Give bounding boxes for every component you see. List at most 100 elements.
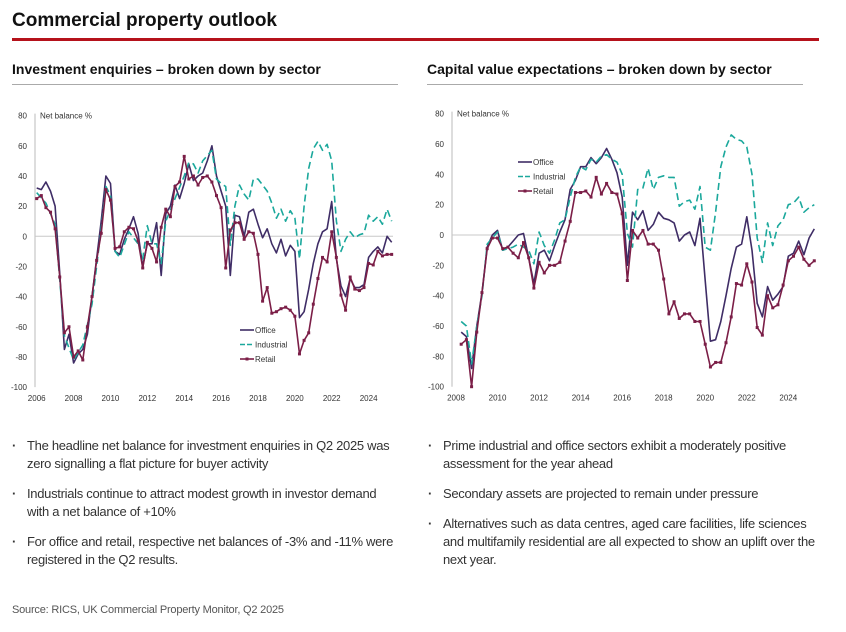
right-divider bbox=[427, 84, 803, 85]
title-divider bbox=[12, 38, 819, 41]
bullet-item: The headline net balance for investment … bbox=[12, 437, 397, 473]
data-point-retail bbox=[511, 251, 515, 255]
data-point-retail bbox=[72, 355, 76, 359]
y-tick-label: -60 bbox=[15, 323, 27, 332]
data-point-retail bbox=[496, 236, 500, 240]
data-point-retail bbox=[797, 245, 801, 249]
data-point-retail bbox=[729, 315, 733, 319]
x-tick-label: 2016 bbox=[212, 394, 230, 403]
data-point-retail bbox=[371, 263, 375, 267]
data-point-retail bbox=[760, 333, 764, 337]
data-point-retail bbox=[187, 177, 191, 181]
data-point-retail bbox=[132, 227, 136, 231]
data-point-retail bbox=[219, 206, 223, 210]
data-point-retail bbox=[44, 206, 48, 210]
data-point-retail bbox=[641, 228, 645, 232]
bullet-item: For office and retail, respective net ba… bbox=[12, 533, 397, 569]
y-tick-label: 40 bbox=[18, 172, 27, 181]
data-point-retail bbox=[256, 252, 260, 256]
data-point-retail bbox=[719, 360, 723, 364]
x-tick-label: 2012 bbox=[138, 394, 156, 403]
data-point-retail bbox=[113, 246, 117, 250]
data-point-retail bbox=[173, 185, 177, 189]
x-tick-label: 2024 bbox=[779, 394, 797, 403]
series-line-industrial bbox=[36, 140, 393, 361]
data-point-retail bbox=[490, 236, 494, 240]
data-point-retail bbox=[201, 175, 205, 179]
data-point-retail bbox=[357, 289, 361, 293]
data-point-retail bbox=[316, 277, 320, 281]
data-point-retail bbox=[646, 242, 650, 246]
data-point-retail bbox=[330, 230, 334, 234]
data-point-retail bbox=[470, 385, 474, 389]
data-point-retail bbox=[58, 275, 62, 279]
source-note: Source: RICS, UK Commercial Property Mon… bbox=[12, 604, 284, 616]
x-tick-label: 2020 bbox=[286, 394, 304, 403]
x-tick-label: 2022 bbox=[738, 394, 756, 403]
x-tick-label: 2020 bbox=[696, 394, 714, 403]
data-point-retail bbox=[49, 210, 53, 214]
data-point-retail bbox=[599, 192, 603, 196]
data-point-retail bbox=[636, 236, 640, 240]
data-point-retail bbox=[35, 197, 39, 201]
bullet-item: Secondary assets are projected to remain… bbox=[428, 485, 818, 503]
data-point-retail bbox=[776, 303, 780, 307]
data-point-retail bbox=[247, 230, 251, 234]
data-point-retail bbox=[178, 180, 182, 184]
data-point-retail bbox=[168, 215, 172, 219]
data-point-retail bbox=[563, 239, 567, 243]
data-point-retail bbox=[376, 249, 380, 253]
legend-marker-retail bbox=[245, 357, 249, 361]
data-point-retail bbox=[348, 275, 352, 279]
data-point-retail bbox=[164, 207, 168, 211]
x-tick-label: 2008 bbox=[65, 394, 83, 403]
data-point-retail bbox=[321, 255, 325, 259]
series-line-office bbox=[460, 147, 815, 370]
data-point-retail bbox=[677, 316, 681, 320]
data-point-retail bbox=[553, 263, 557, 267]
x-tick-label: 2024 bbox=[360, 394, 378, 403]
y-tick-label: -20 bbox=[432, 261, 444, 270]
data-point-retail bbox=[812, 259, 816, 263]
data-point-retail bbox=[568, 219, 572, 223]
data-point-retail bbox=[522, 241, 526, 245]
data-point-retail bbox=[584, 189, 588, 193]
data-point-retail bbox=[224, 266, 228, 270]
legend-label-industrial: Industrial bbox=[255, 341, 288, 350]
legend-label-retail: Retail bbox=[255, 355, 276, 364]
data-point-retail bbox=[145, 240, 149, 244]
data-point-retail bbox=[136, 239, 140, 243]
y-tick-label: 60 bbox=[18, 142, 27, 151]
data-point-retail bbox=[53, 227, 57, 231]
data-point-retail bbox=[81, 358, 85, 362]
data-point-retail bbox=[662, 277, 666, 281]
data-point-retail bbox=[651, 242, 655, 246]
data-point-retail bbox=[766, 294, 770, 298]
legend-label-office: Office bbox=[533, 158, 554, 167]
data-point-retail bbox=[390, 252, 394, 256]
legend-label-office: Office bbox=[255, 326, 276, 335]
data-point-retail bbox=[605, 181, 609, 185]
data-point-retail bbox=[714, 360, 718, 364]
data-point-retail bbox=[464, 338, 468, 342]
data-point-retail bbox=[85, 325, 89, 329]
left-chart-title: Investment enquiries – broken down by se… bbox=[12, 61, 321, 77]
data-point-retail bbox=[196, 183, 200, 187]
right-chart-title: Capital value expectations – broken down… bbox=[427, 61, 772, 77]
data-point-retail bbox=[261, 299, 265, 303]
data-point-retail bbox=[724, 341, 728, 345]
y-tick-label: 80 bbox=[18, 112, 27, 121]
data-point-retail bbox=[485, 247, 489, 251]
data-point-retail bbox=[459, 342, 463, 346]
data-point-retail bbox=[118, 245, 122, 249]
y-tick-label: -80 bbox=[15, 353, 27, 362]
data-point-retail bbox=[39, 194, 43, 198]
data-point-retail bbox=[698, 319, 702, 323]
y-axis-label: Net balance % bbox=[40, 112, 92, 121]
data-point-retail bbox=[693, 319, 697, 323]
bullet-item: Alternatives such as data centres, aged … bbox=[428, 515, 818, 569]
data-point-retail bbox=[807, 263, 811, 267]
data-point-retail bbox=[594, 175, 598, 179]
